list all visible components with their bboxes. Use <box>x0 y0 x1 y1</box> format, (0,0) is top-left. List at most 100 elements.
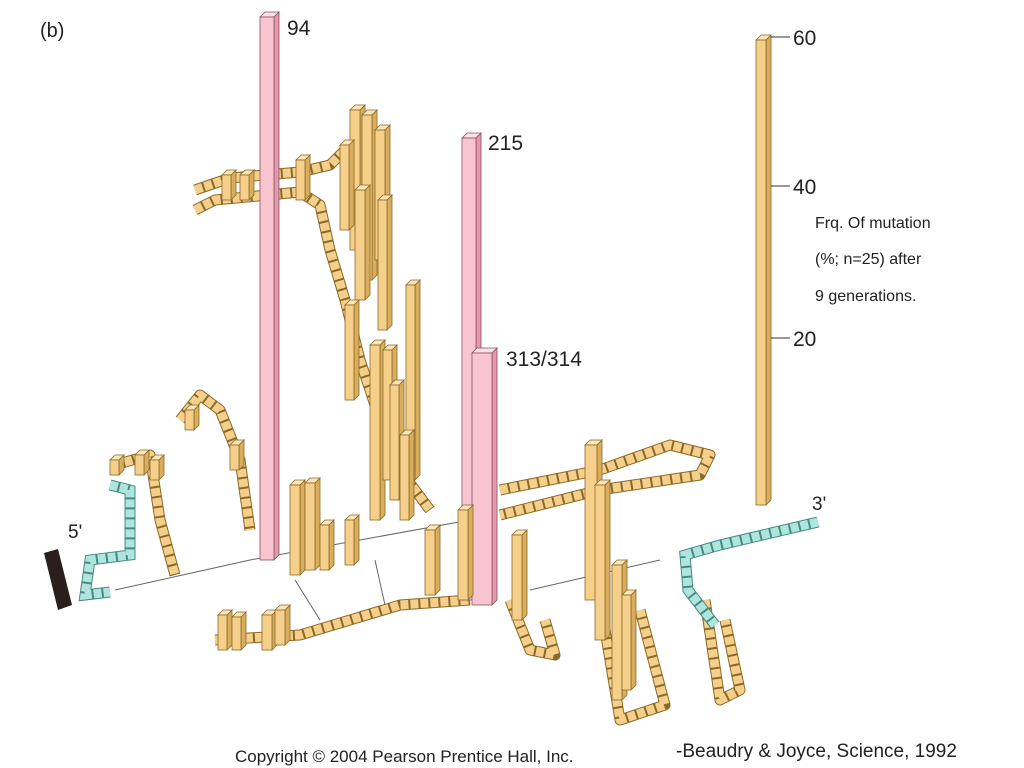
column <box>229 439 245 471</box>
citation: -Beaudry & Joyce, Science, 1992 <box>676 741 957 762</box>
column <box>221 169 237 201</box>
primer-bar <box>44 549 72 610</box>
column-side <box>353 514 360 566</box>
column <box>134 449 150 476</box>
scale-tick-label: 40 <box>793 176 816 199</box>
column-side <box>328 519 335 571</box>
column-side <box>314 477 321 571</box>
column-front <box>217 614 228 651</box>
column-front <box>339 144 350 231</box>
column-front <box>274 609 286 646</box>
highlight-label: 215 <box>488 132 523 155</box>
column-front <box>289 484 301 576</box>
column <box>424 524 441 596</box>
column-front <box>109 459 120 476</box>
column <box>295 154 311 201</box>
structure <box>44 11 820 726</box>
column <box>319 519 335 571</box>
highlight-label: 94 <box>287 17 311 40</box>
column-front <box>295 159 306 201</box>
column-side <box>467 504 474 601</box>
column-front <box>134 454 145 476</box>
scale-tick-label: 20 <box>793 328 816 351</box>
column-side <box>284 604 291 646</box>
column-side <box>521 529 528 621</box>
column <box>471 347 498 606</box>
column-front <box>389 384 400 501</box>
column-side <box>604 479 611 641</box>
backbone <box>113 146 746 726</box>
column <box>354 184 371 301</box>
column <box>304 477 321 571</box>
column-side <box>491 347 498 606</box>
column <box>344 514 360 566</box>
column-side <box>226 609 233 651</box>
column-front <box>261 614 273 651</box>
column-side <box>386 194 393 331</box>
column <box>231 611 247 651</box>
column <box>344 299 360 401</box>
column <box>457 504 474 601</box>
column-front <box>344 519 355 566</box>
column-front <box>149 459 160 481</box>
column <box>149 454 165 481</box>
highlight-label: 313/314 <box>506 348 582 371</box>
column <box>339 139 355 231</box>
column-front <box>259 16 275 561</box>
column-front <box>594 484 606 641</box>
column-side <box>304 154 311 201</box>
column-side <box>414 279 421 481</box>
column-front <box>611 564 623 701</box>
column-side <box>364 184 371 301</box>
column <box>184 404 200 431</box>
column-front <box>184 409 195 431</box>
scale-caption: 9 generations. <box>815 288 916 305</box>
column-front <box>304 482 316 571</box>
column <box>109 454 125 476</box>
copyright: Copyright © 2004 Pearson Prentice Hall, … <box>235 747 574 766</box>
ends-strand <box>78 479 820 629</box>
column-side <box>273 11 280 561</box>
column-front <box>239 174 250 201</box>
column-front <box>231 616 242 651</box>
panel-label: (b) <box>40 20 64 42</box>
column <box>259 11 280 561</box>
column-side <box>240 611 247 651</box>
column-side <box>434 524 441 596</box>
column <box>289 479 306 576</box>
column-front <box>511 534 523 621</box>
column-side <box>348 139 355 231</box>
column-front <box>354 189 366 301</box>
column-front <box>457 509 469 601</box>
column-side <box>353 299 360 401</box>
column <box>399 429 415 521</box>
column-side <box>630 589 637 691</box>
column <box>511 529 528 621</box>
column-front <box>621 594 632 691</box>
column <box>621 589 637 691</box>
column-front <box>399 434 410 521</box>
column <box>377 194 393 331</box>
column-top <box>471 347 498 354</box>
column-side <box>408 429 415 521</box>
scale-bar <box>755 34 790 506</box>
scale-tick-label: 60 <box>793 27 816 50</box>
column-front <box>221 174 232 201</box>
column <box>405 279 421 481</box>
column-front <box>319 524 330 571</box>
column-front <box>377 199 388 331</box>
scale-caption: (%; n=25) after <box>815 251 922 268</box>
column <box>274 604 291 646</box>
column-front <box>369 344 381 521</box>
column-front <box>471 352 493 606</box>
column-front <box>424 529 436 596</box>
end-label: 5' <box>68 522 82 543</box>
end-label: 3' <box>812 494 826 515</box>
column-front <box>344 304 355 401</box>
column <box>239 169 255 201</box>
column <box>217 609 233 651</box>
column-side <box>299 479 306 576</box>
scale-caption: Frq. Of mutation <box>815 215 931 232</box>
column <box>594 479 611 641</box>
